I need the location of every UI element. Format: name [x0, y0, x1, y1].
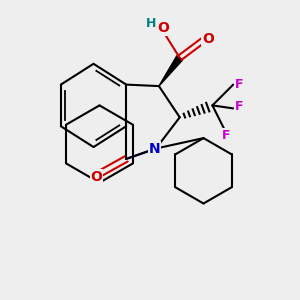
Text: O: O [158, 21, 169, 35]
Text: F: F [235, 78, 243, 91]
Text: O: O [91, 170, 102, 184]
Text: N: N [148, 142, 160, 155]
Text: F: F [221, 129, 230, 142]
Polygon shape [159, 56, 183, 86]
Text: O: O [202, 32, 214, 46]
Text: F: F [235, 100, 243, 113]
Text: H: H [146, 17, 157, 30]
